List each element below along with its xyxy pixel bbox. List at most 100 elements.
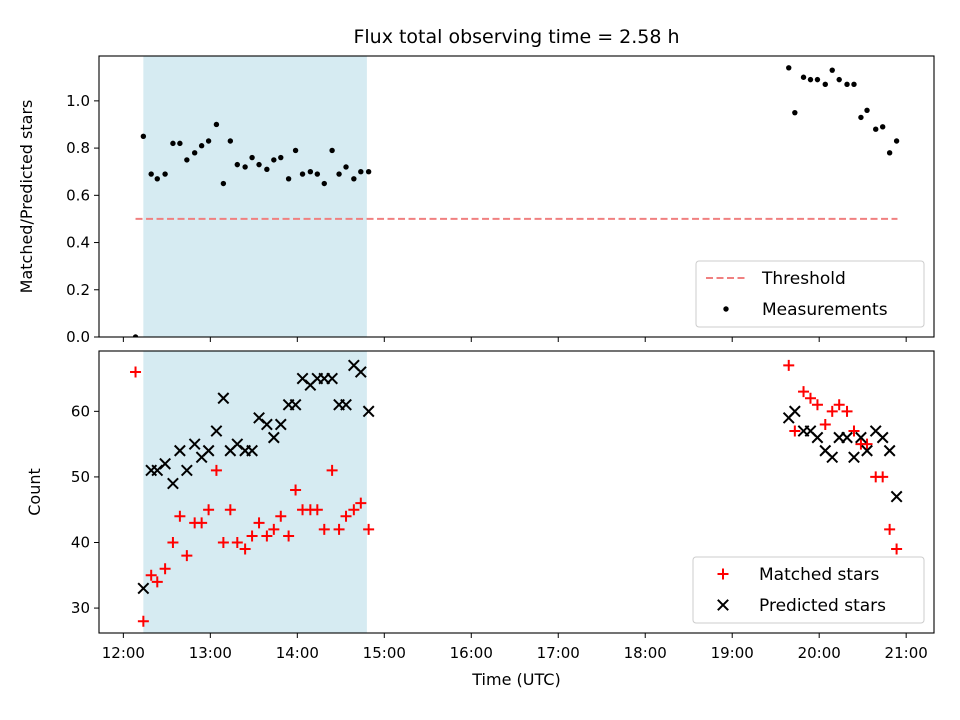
data-point [217, 392, 230, 405]
data-point [264, 166, 270, 173]
x-tick-label: 19:00 [711, 644, 754, 662]
data-point [365, 169, 372, 175]
legend: Matched stars Predicted stars [692, 556, 925, 624]
data-point [358, 169, 364, 175]
data-point [343, 164, 349, 170]
x-tick-label: 18:00 [624, 644, 667, 662]
data-point [154, 176, 160, 182]
data-point [140, 133, 147, 139]
legend-label: Measurements [762, 300, 888, 320]
series-matched-stars [130, 359, 903, 627]
legend-label: Matched stars [759, 565, 879, 585]
data-point [884, 523, 896, 535]
data-point [811, 399, 823, 411]
x-tick-label: 16:00 [450, 644, 493, 662]
data-point [788, 405, 801, 418]
data-point [340, 398, 352, 411]
data-point [826, 405, 838, 417]
data-point [804, 392, 816, 404]
data-point [268, 523, 280, 535]
data-point [246, 530, 258, 542]
data-point [329, 147, 335, 154]
data-point [256, 161, 262, 168]
data-point [855, 431, 867, 444]
y-axis-label: Matched/Predicted stars [17, 100, 36, 294]
data-point [861, 438, 873, 450]
x-axis-label: Time (UTC) [471, 670, 560, 689]
data-point [167, 477, 179, 490]
data-point [333, 523, 345, 535]
data-point [191, 150, 198, 156]
data-point [137, 582, 150, 595]
y-tick-label: 40 [71, 533, 90, 551]
data-point [285, 176, 292, 182]
data-point [162, 171, 168, 177]
data-point [261, 530, 273, 542]
data-point [307, 169, 314, 175]
x-tick-label: 13:00 [189, 644, 232, 662]
x-tick-label: 15:00 [363, 644, 406, 662]
data-point [130, 366, 142, 378]
data-point [819, 418, 831, 430]
data-point [210, 464, 222, 476]
data-point [249, 154, 255, 161]
y-tick-label: 50 [71, 468, 90, 486]
data-point [213, 121, 220, 128]
data-point [893, 138, 900, 144]
data-point [159, 563, 171, 575]
legend-label: Threshold [761, 269, 846, 289]
y-tick-label: 0.0 [66, 328, 90, 346]
legend-marker [717, 568, 729, 580]
data-point [792, 109, 798, 116]
observing-span [143, 56, 367, 337]
chart-title: Flux total observing time = 2.58 h [353, 26, 679, 48]
data-point [231, 536, 243, 548]
y-axis-label: Count [25, 468, 44, 516]
data-point [292, 147, 299, 154]
data-point [833, 399, 845, 411]
data-point [844, 81, 850, 88]
x-tick-label: 12:00 [102, 644, 145, 662]
data-point [800, 74, 807, 80]
data-point [321, 180, 327, 187]
data-point [336, 171, 342, 177]
data-point [848, 425, 860, 437]
data-point [151, 576, 163, 588]
data-point [354, 366, 367, 378]
x-tick-label: 14:00 [276, 644, 319, 662]
data-point [348, 504, 360, 516]
legend-marker [717, 599, 729, 611]
data-point [173, 444, 186, 457]
data-point [876, 431, 889, 444]
data-point [202, 444, 215, 457]
data-point [355, 497, 367, 509]
legend-marker [723, 306, 729, 312]
data-point [148, 171, 154, 177]
data-points [130, 359, 903, 627]
data-point [198, 143, 205, 149]
y-tick-label: 30 [71, 599, 90, 617]
data-point [196, 517, 208, 529]
y-tick-label: 0.6 [66, 186, 90, 204]
data-point [311, 504, 323, 516]
data-point [864, 107, 870, 114]
data-point [177, 140, 183, 147]
data-point [159, 457, 172, 470]
data-point [326, 372, 339, 385]
data-point [841, 431, 853, 444]
legend-label: Predicted stars [759, 596, 886, 616]
count-panel: 30 40 50 60 12:00 13:00 14:00 15:00 16:00 17:00 18… [25, 350, 935, 689]
data-point [340, 510, 352, 522]
ratio-panel: 0.0 0.2 0.4 0.6 0.8 1.0 Flux total observing t… [17, 26, 935, 346]
data-point [289, 398, 302, 411]
data-point [210, 425, 223, 437]
data-point [314, 171, 321, 177]
data-point [877, 471, 889, 483]
data-point [836, 76, 842, 83]
plot-frame [98, 55, 935, 338]
y-tick-label: 0.2 [66, 281, 90, 299]
data-point [242, 164, 248, 170]
data-point [167, 536, 179, 548]
data-point [283, 530, 295, 542]
